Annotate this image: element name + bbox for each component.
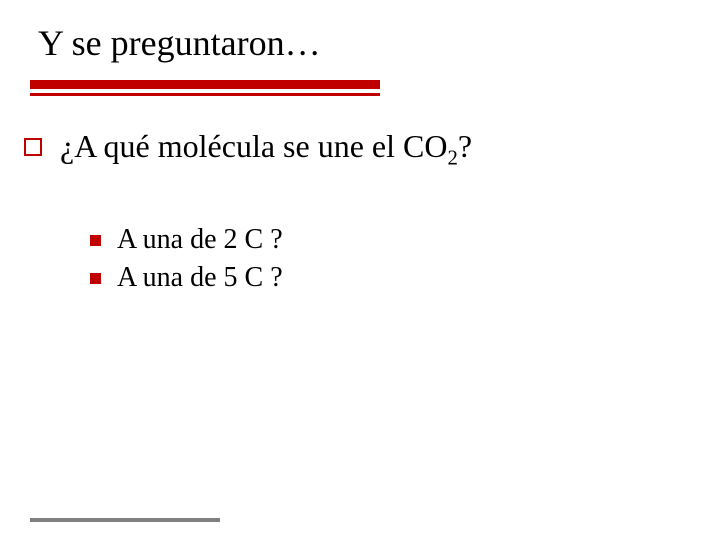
square-solid-icon	[90, 273, 101, 284]
question-post: ?	[458, 128, 472, 164]
slide-title: Y se preguntaron…	[38, 22, 321, 64]
question-sub: 2	[447, 146, 457, 169]
bullet-level2-2: A una de 5 C ?	[90, 262, 283, 294]
question-pre: ¿A qué molécula se une el CO	[60, 128, 447, 164]
slide: Y se preguntaron… ¿A qué molécula se une…	[0, 0, 720, 540]
footer-accent-bar	[30, 518, 220, 522]
title-underline-thick	[30, 80, 380, 89]
title-underline-thin	[30, 93, 380, 96]
square-outline-icon	[24, 138, 42, 156]
option-1-text: A una de 2 C ?	[117, 224, 283, 256]
bullet-level1: ¿A qué molécula se une el CO2?	[24, 128, 472, 165]
bullet-level2-1: A una de 2 C ?	[90, 224, 283, 256]
option-2-text: A una de 5 C ?	[117, 262, 283, 294]
square-solid-icon	[90, 235, 101, 246]
question-text: ¿A qué molécula se une el CO2?	[60, 128, 472, 165]
